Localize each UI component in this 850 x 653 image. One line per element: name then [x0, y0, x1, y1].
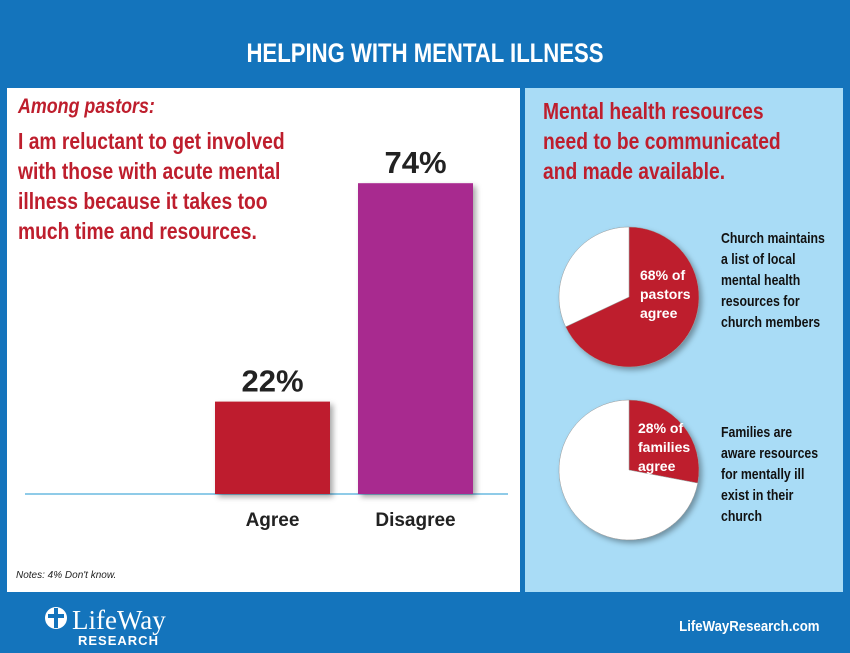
pie-slice: [558, 226, 630, 328]
notes: Notes: 4% Don't know.: [16, 570, 117, 581]
page-title: HELPING WITH MENTAL ILLNESS: [246, 38, 604, 68]
pie-inner-label-1: 68% of pastors agree: [640, 267, 691, 321]
pie-caption-1: Church maintains a list of local mental …: [721, 230, 825, 331]
logo-text: LifeWay: [72, 605, 166, 635]
pie-caption-2: Families are aware resources for mentall…: [721, 424, 819, 525]
logo-sub: RESEARCH: [78, 633, 159, 648]
bar-data-label: 22%: [241, 364, 303, 399]
bar-category-label: Disagree: [375, 510, 455, 531]
website-link[interactable]: LifeWayResearch.com: [679, 618, 820, 635]
bar-agree: [215, 401, 330, 494]
pie-slice: [565, 226, 700, 368]
pie-inner-label-2: 28% of families agree: [638, 420, 691, 474]
logo-mark: LifeWay RESEARCH: [45, 605, 166, 648]
panel-subtitle: Among pastors:: [18, 95, 155, 118]
bar-category-label: Agree: [246, 510, 300, 531]
bar-data-label: 74%: [384, 145, 446, 180]
panel-heading: Mental health resources need to be commu…: [543, 98, 781, 184]
survey-statement: I am reluctant to get involved with thos…: [18, 128, 285, 244]
pie-slice: [558, 399, 699, 541]
pie-slice: [628, 399, 700, 484]
lifeway-logo: LifeWay RESEARCH: [42, 604, 172, 653]
bar-disagree: [358, 183, 473, 494]
